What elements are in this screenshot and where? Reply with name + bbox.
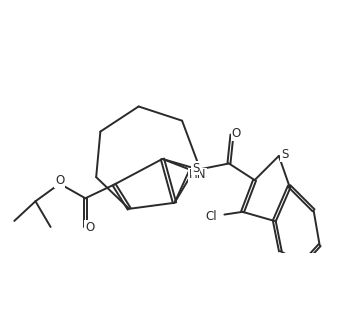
Text: S: S — [281, 148, 288, 161]
Text: O: O — [55, 173, 64, 186]
Text: O: O — [85, 221, 95, 234]
Text: S: S — [192, 162, 199, 174]
Text: HN: HN — [188, 168, 206, 181]
Text: O: O — [232, 127, 241, 140]
Text: Cl: Cl — [205, 210, 217, 223]
